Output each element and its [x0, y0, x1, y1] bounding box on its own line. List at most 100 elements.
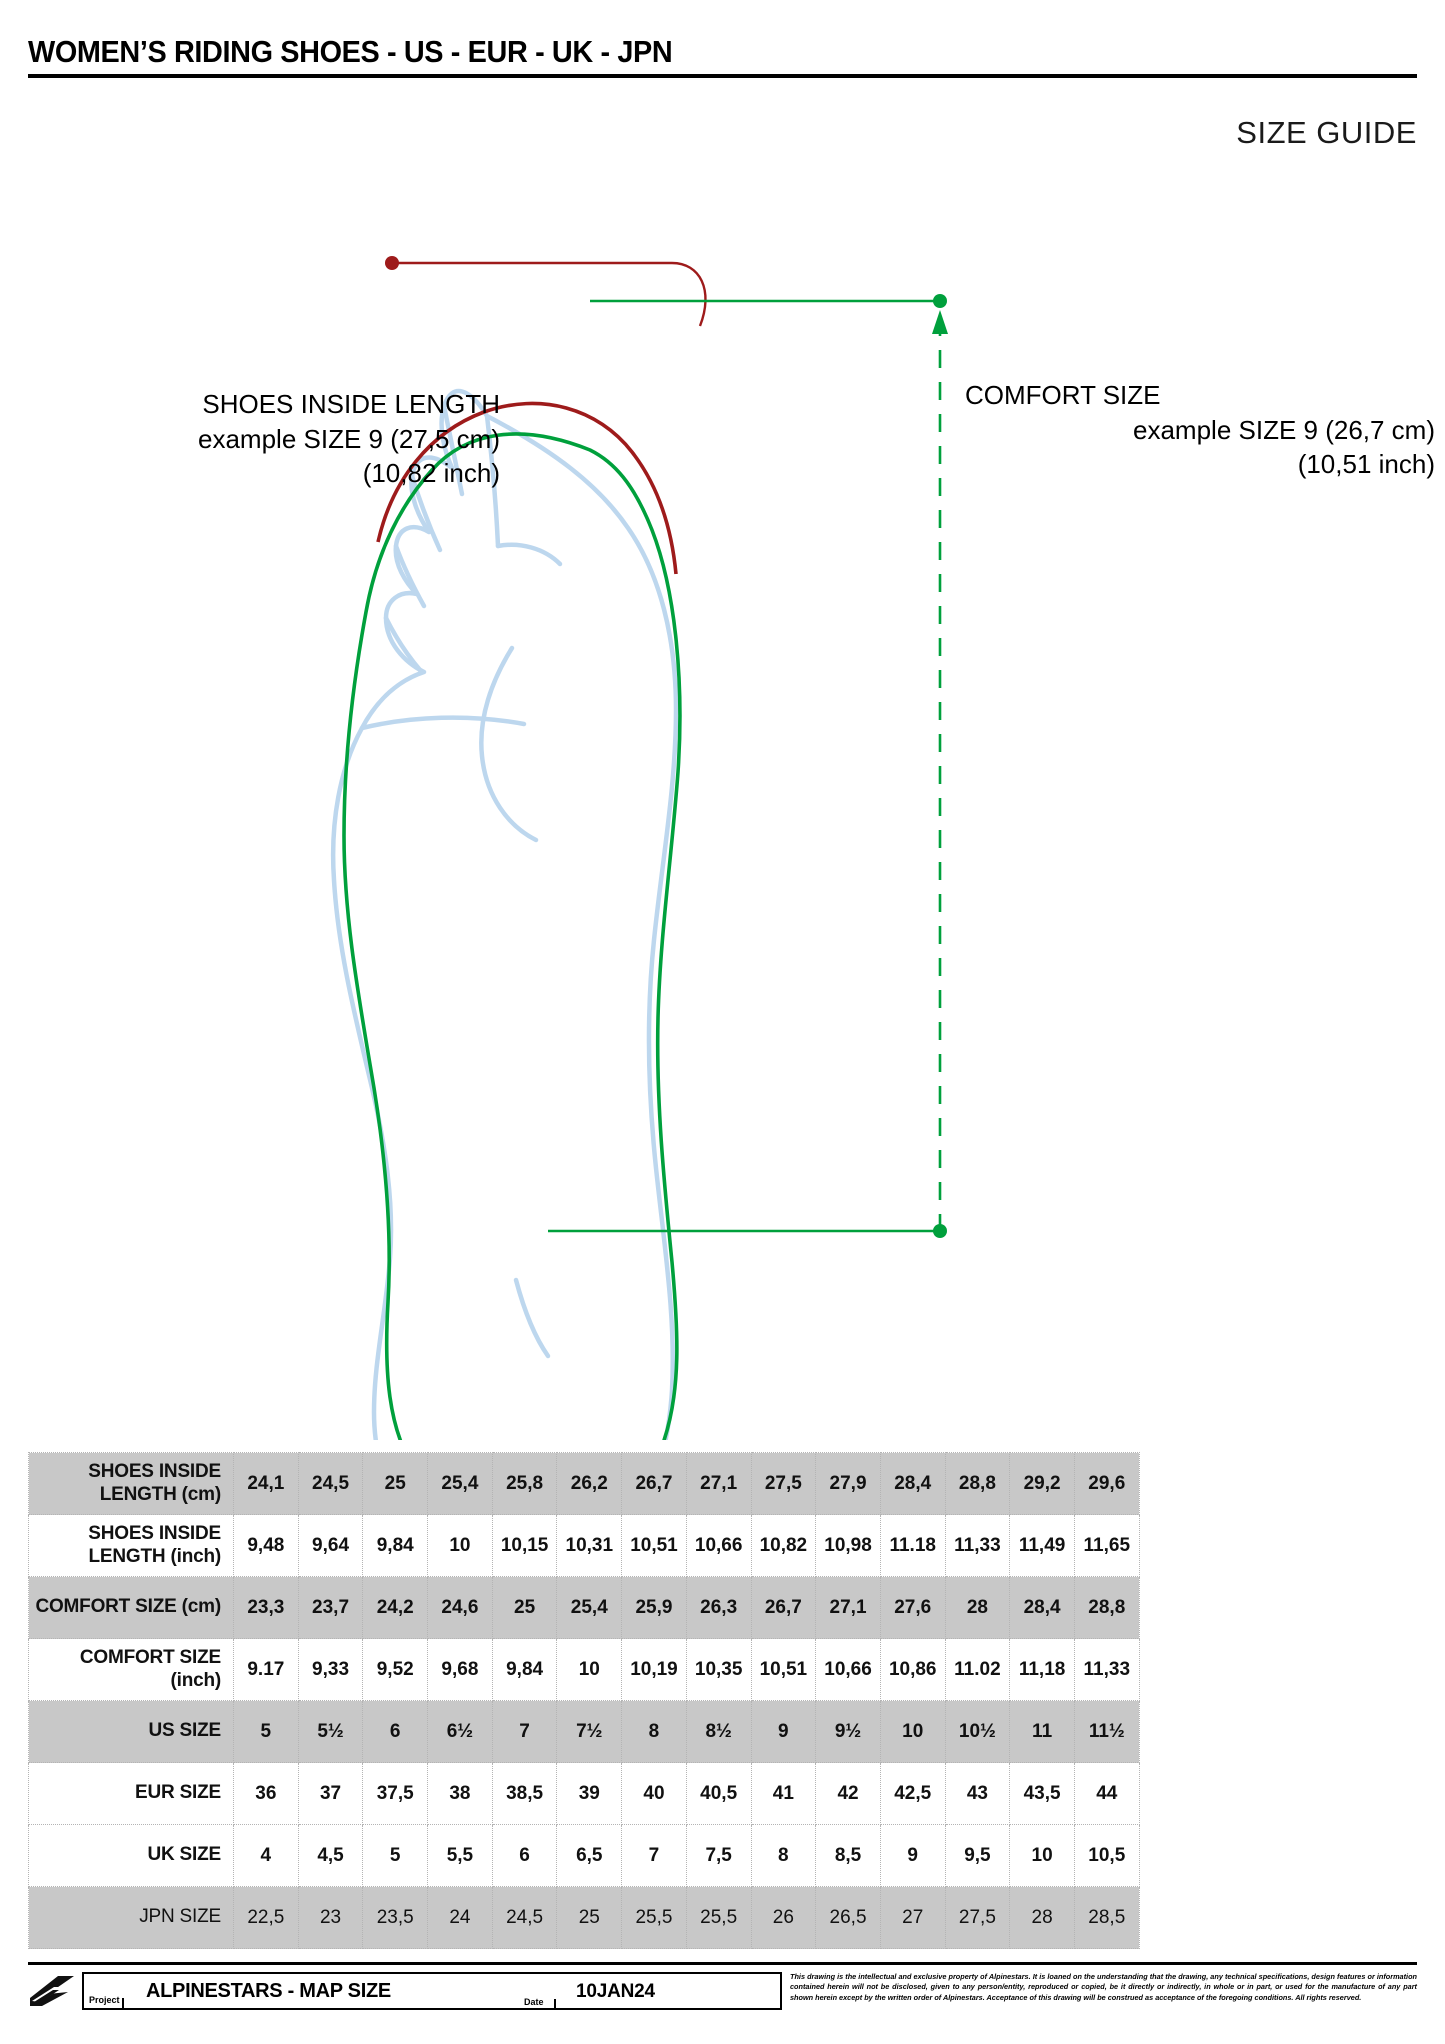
table-cell: 23,7 [297, 1576, 364, 1639]
table-cell: 11,18 [1009, 1638, 1075, 1701]
table-cell: 11,33 [1073, 1638, 1140, 1701]
table-cell: 11 [1009, 1700, 1075, 1763]
table-cell: 10,98 [815, 1514, 881, 1577]
table-cell: 5 [362, 1824, 429, 1887]
size-guide-subtitle: SIZE GUIDE [1236, 115, 1417, 150]
annot-left-line3: (10,82 inch) [362, 458, 500, 489]
table-cell: 10,86 [879, 1638, 946, 1701]
table-cell: 27,5 [750, 1452, 817, 1515]
table-cell: 10,35 [685, 1638, 752, 1701]
table-cell: 40 [621, 1762, 687, 1825]
table-cell: 5,5 [427, 1824, 493, 1887]
table-cell: 23,3 [233, 1576, 299, 1639]
table-cell: 24,6 [427, 1576, 493, 1639]
table-cell: 7½ [556, 1700, 623, 1763]
table-cell: 6 [491, 1824, 558, 1887]
table-cell: 9 [879, 1824, 946, 1887]
table-cell: 6½ [427, 1700, 493, 1763]
row-label: COMFORT SIZE (inch) [28, 1638, 234, 1701]
table-cell: 7 [491, 1700, 558, 1763]
table-cell: 9,84 [362, 1514, 429, 1577]
table-cell: 41 [750, 1762, 817, 1825]
annot-left-line2: example SIZE 9 (27,5 cm) [198, 423, 500, 454]
annot-left-line1: SHOES INSIDE LENGTH [202, 389, 500, 419]
table-cell: 29,6 [1073, 1452, 1140, 1515]
table-cell: 11,49 [1009, 1514, 1075, 1577]
table-cell: 10,19 [621, 1638, 687, 1701]
table-cell: 22,5 [233, 1886, 299, 1949]
table-cell: 24,5 [491, 1886, 558, 1949]
row-label: SHOES INSIDE LENGTH (inch) [28, 1514, 234, 1577]
table-cell: 8,5 [815, 1824, 881, 1887]
table-cell: 38,5 [491, 1762, 558, 1825]
table-cell: 28 [1009, 1886, 1075, 1949]
table-cell: 5 [233, 1700, 299, 1763]
table-cell: 27 [879, 1886, 946, 1949]
table-cell: 40,5 [685, 1762, 752, 1825]
table-cell: 25,4 [556, 1576, 623, 1639]
table-cell: 11½ [1073, 1700, 1140, 1763]
table-cell: 10,31 [556, 1514, 623, 1577]
table-row: EUR SIZE 36 37 37,5 38 38,5 39 40 40,5 41 42 42,5 43… [28, 1762, 1140, 1825]
size-conversion-table: SHOES INSIDE LENGTH (cm) 24,1 24,5 25 25,4 25,… [28, 1452, 1140, 1949]
page-header: WOMEN’S RIDING SHOES - US - EUR - UK - J… [28, 34, 1417, 78]
shoe-inside-length-arc [376, 401, 678, 575]
table-row: SHOES INSIDE LENGTH (inch) 9,48 9,64 9,84 10 1… [28, 1514, 1140, 1577]
table-cell: 9.17 [233, 1638, 299, 1701]
row-label: EUR SIZE [28, 1762, 234, 1825]
table-row: COMFORT SIZE (cm) 23,3 23,7 24,2 24,6 25 25,4 2… [28, 1576, 1140, 1639]
table-cell: 11.18 [879, 1514, 946, 1577]
table-cell: 28,8 [944, 1452, 1011, 1515]
table-cell: 38 [427, 1762, 493, 1825]
table-cell: 25,8 [491, 1452, 558, 1515]
red-dot-marker [385, 256, 399, 270]
project-tick [122, 1998, 124, 2009]
table-cell: 9,52 [362, 1638, 429, 1701]
green-dot-marker-top [933, 294, 947, 308]
table-cell: 26,3 [685, 1576, 752, 1639]
shoes-inside-length-annotation: SHOES INSIDE LENGTH example SIZE 9 (27,5… [0, 387, 500, 491]
table-row: JPN SIZE 22,5 23 23,5 24 24,5 25 25,5 25,5 26 26,5… [28, 1886, 1140, 1949]
page-title: WOMEN’S RIDING SHOES - US - EUR - UK - J… [28, 34, 673, 69]
table-cell: 26 [750, 1886, 817, 1949]
table-cell: 10½ [944, 1700, 1011, 1763]
table-cell: 27,5 [944, 1886, 1011, 1949]
table-cell: 37 [297, 1762, 364, 1825]
row-label: UK SIZE [28, 1824, 234, 1887]
table-cell: 5½ [297, 1700, 364, 1763]
table-cell: 24 [427, 1886, 493, 1949]
table-cell: 7 [621, 1824, 687, 1887]
table-cell: 6 [362, 1700, 429, 1763]
table-cell: 25,4 [427, 1452, 493, 1515]
table-cell: 27,1 [685, 1452, 752, 1515]
table-row: SHOES INSIDE LENGTH (cm) 24,1 24,5 25 25,4 25,… [28, 1452, 1140, 1515]
table-cell: 43 [944, 1762, 1011, 1825]
table-cell: 10,82 [750, 1514, 817, 1577]
table-cell: 11,33 [944, 1514, 1011, 1577]
table-row: US SIZE 5 5½ 6 6½ 7 7½ 8 8½ 9 9½ 10 10½ 11 11½ [28, 1700, 1140, 1763]
table-cell: 37,5 [362, 1762, 429, 1825]
table-cell: 8 [621, 1700, 687, 1763]
legal-disclaimer: This drawing is the intellectual and exc… [790, 1972, 1417, 2002]
table-cell: 24,1 [233, 1452, 299, 1515]
table-cell: 36 [233, 1762, 299, 1825]
table-cell: 8 [750, 1824, 817, 1887]
table-cell: 29,2 [1009, 1452, 1075, 1515]
date-tick [554, 1999, 556, 2009]
table-cell: 9,84 [491, 1638, 558, 1701]
table-cell: 25 [491, 1576, 558, 1639]
table-cell: 26,2 [556, 1452, 623, 1515]
table-row: COMFORT SIZE (inch) 9.17 9,33 9,52 9,68 9,84 1… [28, 1638, 1140, 1701]
table-cell: 44 [1073, 1762, 1140, 1825]
row-label: JPN SIZE [28, 1886, 234, 1949]
annot-right-line3: (10,51 inch) [1297, 449, 1435, 480]
table-cell: 24,2 [362, 1576, 429, 1639]
foot-diagram: SHOES INSIDE LENGTH example SIZE 9 (27,5… [0, 150, 1445, 1440]
table-cell: 28,8 [1073, 1576, 1140, 1639]
table-cell: 26,7 [750, 1576, 817, 1639]
drawing-title-block: Project ALPINESTARS - MAP SIZE Date 10JA… [28, 1962, 1417, 2024]
table-cell: 27,6 [879, 1576, 946, 1639]
size-table-container: SHOES INSIDE LENGTH (cm) 24,1 24,5 25 25,4 25,… [28, 1452, 1140, 1949]
table-cell: 10 [1009, 1824, 1075, 1887]
header-divider [28, 73, 1417, 78]
